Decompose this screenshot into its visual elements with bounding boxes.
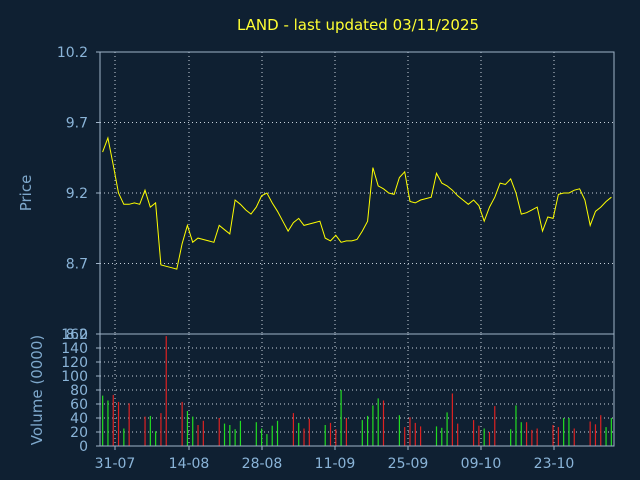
price-y-tick-label: 8.7 xyxy=(66,257,88,273)
volume-y-tick-label: 100 xyxy=(61,369,88,385)
price-y-ticks: 10.2 9.7 9.2 8.7 8.2 xyxy=(57,45,100,343)
price-panel: 10.2 9.7 9.2 8.7 8.2 Price xyxy=(17,45,615,343)
price-y-axis-label: Price xyxy=(17,175,35,212)
volume-y-tick-label: 140 xyxy=(61,341,88,357)
volume-y-tick-label: 160 xyxy=(61,327,88,343)
price-line xyxy=(102,136,612,270)
volume-y-tick-label: 20 xyxy=(70,425,88,441)
volume-bars xyxy=(102,336,612,446)
volume-y-axis-label: Volume (0000) xyxy=(28,335,46,445)
volume-gridlines xyxy=(100,334,614,446)
price-y-tick-label: 10.2 xyxy=(57,45,88,61)
volume-y-tick-label: 120 xyxy=(61,355,88,371)
x-tick-label: 31-07 xyxy=(95,456,136,472)
volume-y-tick-label: 0 xyxy=(79,439,88,455)
price-y-tick-label: 9.7 xyxy=(66,116,88,132)
x-tick-label: 25-09 xyxy=(388,456,429,472)
volume-y-tick-label: 80 xyxy=(70,383,88,399)
volume-y-tick-label: 40 xyxy=(70,411,88,427)
x-tick-label: 14-08 xyxy=(169,456,210,472)
date-x-ticks: 31-07 14-08 28-08 11-09 25-09 09-10 23-10 xyxy=(95,446,575,472)
volume-y-tick-label: 60 xyxy=(70,397,88,413)
price-y-tick-label: 9.2 xyxy=(66,186,88,202)
x-tick-label: 11-09 xyxy=(315,456,356,472)
x-tick-label: 09-10 xyxy=(461,456,502,472)
price-y-tick-label: 8.2 xyxy=(66,327,88,343)
price-gridlines xyxy=(100,52,614,335)
x-tick-label: 23-10 xyxy=(534,456,575,472)
chart-title: LAND - last updated 03/11/2025 xyxy=(237,16,479,34)
x-tick-label: 28-08 xyxy=(242,456,283,472)
